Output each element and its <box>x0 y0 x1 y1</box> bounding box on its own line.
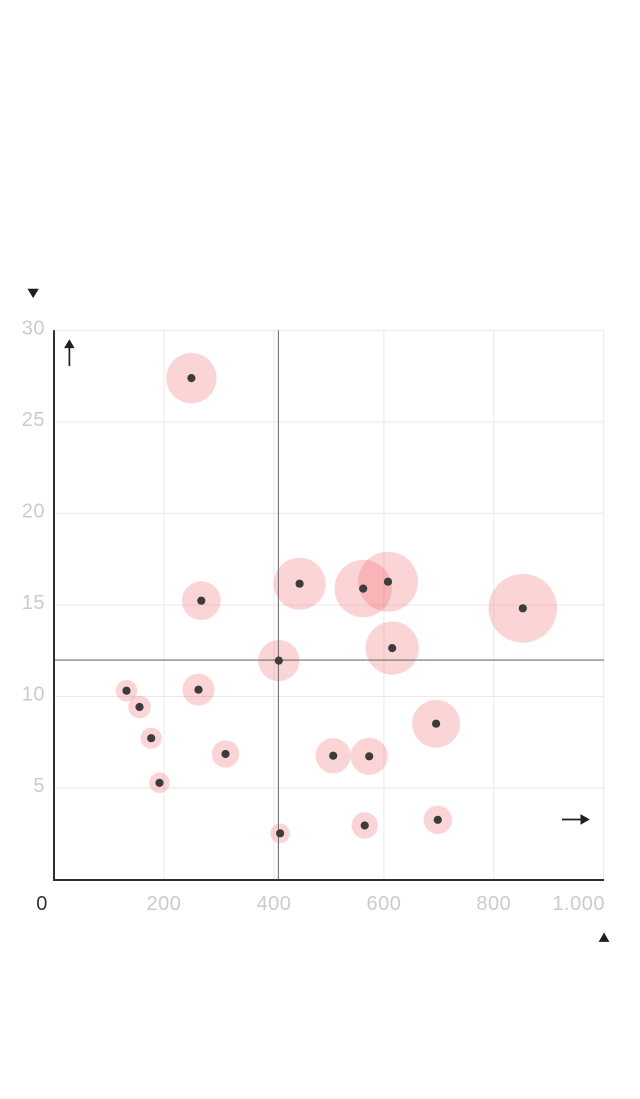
svg-text:25: 25 <box>22 409 45 431</box>
svg-text:20: 20 <box>22 500 45 522</box>
svg-text:1.000: 1.000 <box>552 893 605 915</box>
svg-text:5: 5 <box>33 775 45 797</box>
svg-text:0: 0 <box>36 893 48 915</box>
svg-text:30: 30 <box>22 317 45 339</box>
svg-text:200: 200 <box>146 893 181 915</box>
svg-text:400: 400 <box>257 893 292 915</box>
svg-text:600: 600 <box>366 893 401 915</box>
svg-text:15: 15 <box>22 592 45 614</box>
svg-text:800: 800 <box>476 893 511 915</box>
svg-text:10: 10 <box>22 684 45 706</box>
